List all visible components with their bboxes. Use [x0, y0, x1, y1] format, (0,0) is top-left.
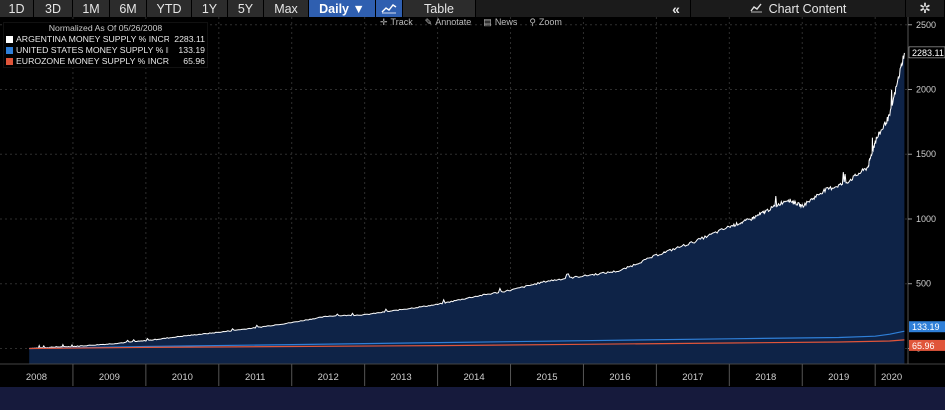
crosshair-icon: ✛ [380, 16, 388, 27]
x-tick-label: 2009 [99, 372, 120, 383]
legend-swatch [6, 36, 13, 43]
legend-name: ARGENTINA MONEY SUPPLY % INCREASE [16, 34, 169, 44]
legend-swatch [6, 47, 13, 54]
y-tick-label: 1500 [916, 149, 936, 159]
period-1d-button[interactable]: 1D [0, 0, 34, 17]
period-ytd-button[interactable]: YTD [147, 0, 192, 17]
period-5y-button[interactable]: 5Y [228, 0, 264, 17]
legend-value: 2283.11 [174, 34, 205, 44]
legend-row-argentina[interactable]: ARGENTINA MONEY SUPPLY % INCREASE 2283.1… [4, 34, 207, 45]
x-tick-label: 2016 [609, 372, 630, 383]
y-tick-label: 2000 [916, 85, 936, 95]
x-tick-label: 2008 [26, 372, 47, 383]
united-states-last-value: 133.19 [912, 322, 940, 332]
x-tick-label: 2011 [245, 372, 265, 383]
value-labels: 2283.11 133.19 65.96 [908, 46, 945, 351]
united-states-last-value-box [909, 321, 945, 333]
x-tick-label: 2015 [536, 372, 557, 383]
legend-header: Normalized As Of 05/26/2008 [48, 23, 163, 33]
table-button[interactable]: Table [403, 0, 476, 17]
x-tick-label: 2014 [463, 372, 484, 383]
x-axis: 2008 2009 2010 2011 2012 2013 2014 2015 2016 2017… [0, 363, 945, 386]
eurozone-last-value: 65.96 [912, 341, 935, 351]
period-3d-button[interactable]: 3D [34, 0, 73, 17]
legend-swatch [6, 58, 13, 65]
pencil-icon: ✎ [424, 16, 433, 27]
series-layer [29, 52, 905, 365]
news-tool[interactable]: ▤ News [483, 16, 518, 28]
magnifier-icon: ⚲ [529, 16, 536, 27]
news-icon: ▤ [483, 16, 492, 27]
period-1m-button[interactable]: 1M [73, 0, 110, 17]
x-tick-label: 2020 [881, 372, 902, 383]
chart-content-icon [750, 2, 763, 16]
eurozone-series-line [29, 339, 905, 350]
line-chart-icon[interactable] [376, 0, 403, 17]
annotate-tool[interactable]: ✎ Annotate [424, 16, 472, 28]
y-tick-label: 2500 [916, 20, 936, 30]
x-tick-label: 2019 [828, 372, 849, 383]
y-tick-label: 500 [916, 279, 931, 289]
legend-value: 133.19 [178, 45, 205, 55]
frequency-dropdown[interactable]: Daily ▼ [309, 0, 376, 17]
x-tick-label: 2012 [318, 372, 339, 383]
chart-content-label: Chart Content [768, 1, 847, 16]
united-states-series-line [29, 330, 905, 350]
argentina-series-line [29, 52, 905, 350]
x-tick-label: 2013 [391, 372, 412, 383]
chart-subtools: ✛ Track ✎ Annotate ▤ News ⚲ Zoom [380, 16, 562, 28]
argentina-area-fill [29, 52, 905, 365]
legend-value: 65.96 [183, 56, 205, 66]
chart-legend: Normalized As Of 05/26/2008 ARGENTINA MO… [3, 22, 208, 68]
toolbar: 1D 3D 1M 6M YTD 1Y 5Y Max Daily ▼ Table … [0, 0, 945, 17]
zoom-tool[interactable]: ⚲ Zoom [529, 16, 562, 28]
gear-icon[interactable]: ✲ [906, 0, 945, 17]
y-tick-label: 1000 [916, 214, 936, 224]
double-chevron-left-icon[interactable]: « [662, 0, 691, 17]
legend-row-eurozone[interactable]: EUROZONE MONEY SUPPLY % INCREASE 65.96 [4, 56, 207, 67]
argentina-last-value-box [908, 46, 945, 59]
legend-name: UNITED STATES MONEY SUPPLY % INCREASE [16, 45, 169, 55]
argentina-last-value: 2283.11 [912, 48, 944, 58]
legend-row-united-states[interactable]: UNITED STATES MONEY SUPPLY % INCREASE 13… [4, 45, 207, 56]
chart-content-button[interactable]: Chart Content [691, 0, 906, 17]
footer-bar [0, 387, 945, 410]
x-tick-label: 2018 [755, 372, 776, 383]
period-1y-button[interactable]: 1Y [192, 0, 228, 17]
x-tick-label: 2017 [682, 372, 703, 383]
period-6m-button[interactable]: 6M [110, 0, 147, 17]
x-tick-label: 2010 [172, 372, 193, 383]
legend-name: EUROZONE MONEY SUPPLY % INCREASE [16, 56, 169, 66]
eurozone-last-value-box [909, 339, 945, 351]
track-tool[interactable]: ✛ Track [380, 16, 413, 28]
period-max-button[interactable]: Max [264, 0, 309, 17]
